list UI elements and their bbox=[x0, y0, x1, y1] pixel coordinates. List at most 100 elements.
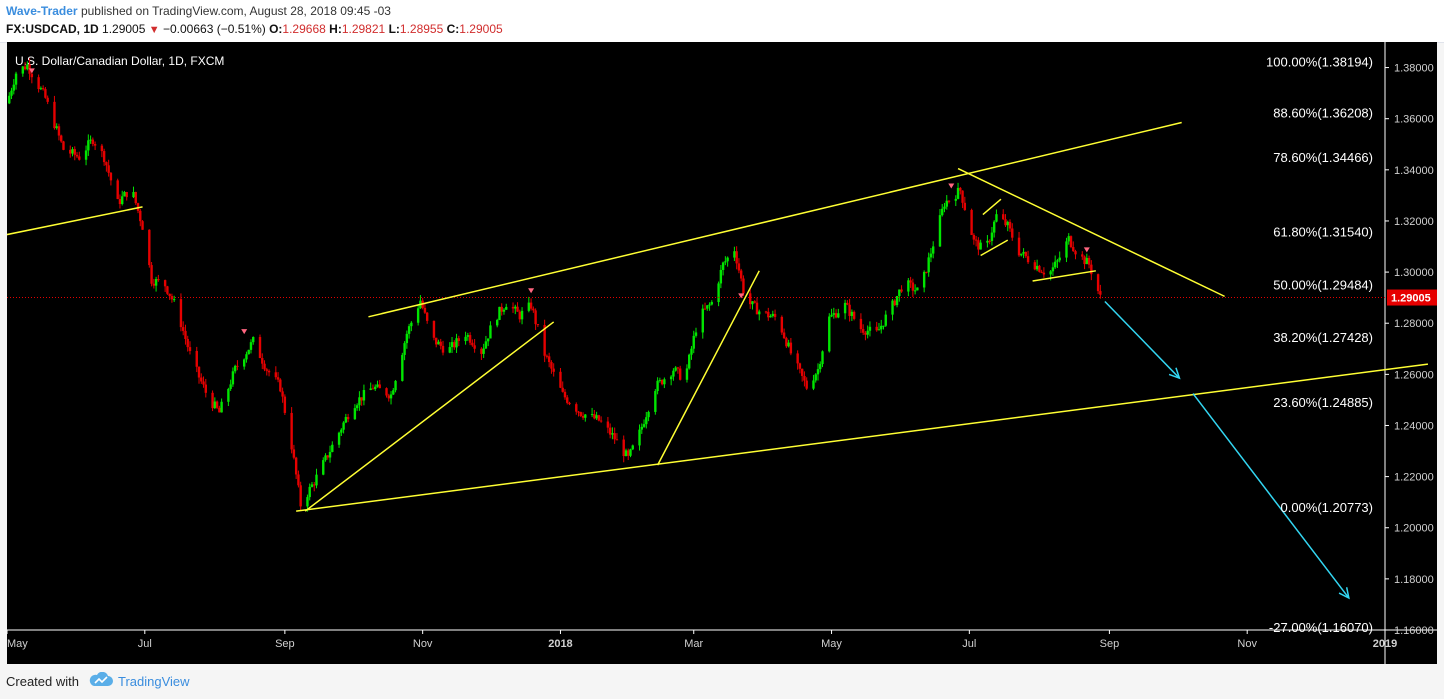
candle-body bbox=[742, 278, 745, 294]
candle-body bbox=[21, 66, 25, 74]
candle-body bbox=[593, 414, 596, 419]
candle-body bbox=[392, 390, 395, 395]
candle-body bbox=[545, 355, 549, 357]
projection-arrow[interactable] bbox=[1104, 300, 1181, 380]
candle-body bbox=[674, 367, 677, 371]
candle-body bbox=[281, 391, 284, 397]
footer: Created with TradingView bbox=[0, 664, 1444, 699]
candle-body bbox=[599, 420, 603, 422]
trendline[interactable] bbox=[656, 270, 760, 466]
candle-body bbox=[186, 338, 189, 348]
price-chart[interactable]: U.S. Dollar/Canadian Dollar, 1D, FXCM 10… bbox=[4, 42, 1437, 664]
trendline[interactable] bbox=[1032, 270, 1096, 282]
candle-body bbox=[468, 335, 472, 343]
candle-body bbox=[231, 371, 235, 385]
candle-body bbox=[1024, 251, 1028, 257]
trendline[interactable] bbox=[982, 198, 1002, 216]
candle-body bbox=[947, 200, 951, 202]
trendline[interactable] bbox=[4, 206, 143, 236]
fib-level-label: 0.00%(1.20773) bbox=[1280, 500, 1373, 515]
candle-body bbox=[1049, 271, 1052, 275]
candle-body bbox=[310, 484, 314, 487]
price-tick-label: 1.18000 bbox=[1394, 574, 1434, 586]
candle-body bbox=[959, 187, 962, 191]
candle-body bbox=[215, 401, 219, 408]
candle-body bbox=[974, 239, 978, 241]
candle-body bbox=[884, 314, 887, 326]
candle-body bbox=[125, 192, 128, 198]
fib-level-label: 100.00%(1.38194) bbox=[1266, 55, 1373, 70]
candle-body bbox=[864, 332, 867, 335]
candle-body bbox=[242, 359, 246, 367]
sell-marker bbox=[241, 329, 248, 335]
time-tick-label: 2018 bbox=[548, 638, 572, 650]
candle-body bbox=[656, 380, 659, 392]
candle-body bbox=[516, 306, 519, 312]
candle-body bbox=[868, 326, 872, 331]
candle-body bbox=[39, 88, 43, 90]
down-triangle-icon: ▼ bbox=[148, 24, 160, 36]
author-link[interactable]: Wave-Trader bbox=[6, 4, 78, 18]
tradingview-link[interactable]: TradingView bbox=[118, 674, 190, 689]
sell-marker bbox=[528, 288, 535, 294]
candle-body bbox=[660, 379, 664, 385]
candle-body bbox=[362, 390, 366, 401]
candle-body bbox=[416, 308, 420, 323]
candle-body bbox=[1087, 257, 1091, 265]
price-axis[interactable]: 1.38000 1.36000 1.34000 1.32000 1.30000 1.280… bbox=[1385, 63, 1437, 637]
candle-body bbox=[710, 302, 714, 305]
candle-body bbox=[719, 269, 723, 284]
candle-body bbox=[1042, 272, 1046, 275]
candle-body bbox=[990, 232, 994, 241]
candle-body bbox=[93, 144, 97, 146]
candle-body bbox=[353, 408, 357, 420]
candle-body bbox=[927, 257, 930, 273]
candle-body bbox=[41, 88, 45, 90]
candle-body bbox=[1074, 251, 1077, 255]
candle-body bbox=[75, 154, 79, 157]
candle-body bbox=[828, 316, 831, 352]
candle-body bbox=[170, 296, 174, 300]
candle-body bbox=[518, 311, 521, 320]
candle-body bbox=[645, 417, 648, 425]
candle-body bbox=[672, 370, 675, 377]
candle-body bbox=[703, 308, 707, 310]
projection-arrow[interactable] bbox=[1192, 393, 1350, 600]
candle-body bbox=[116, 180, 119, 200]
trendline[interactable] bbox=[304, 321, 555, 512]
trendline[interactable] bbox=[368, 121, 1182, 318]
candle-body bbox=[100, 145, 104, 152]
candle-body bbox=[484, 341, 488, 349]
candle-body bbox=[882, 325, 885, 327]
trendline[interactable] bbox=[980, 239, 1009, 257]
candle-body bbox=[663, 379, 666, 385]
candle-body bbox=[941, 208, 944, 216]
candle-body bbox=[267, 370, 271, 373]
trendline[interactable] bbox=[957, 167, 1225, 298]
candle-body bbox=[1090, 264, 1093, 275]
candle-body bbox=[337, 432, 341, 445]
candle-body bbox=[132, 192, 135, 198]
low-value: 1.28955 bbox=[399, 22, 444, 36]
candle-body bbox=[403, 343, 406, 355]
candle-body bbox=[692, 335, 695, 349]
candle-body bbox=[14, 73, 18, 85]
candle-body bbox=[202, 381, 205, 385]
trendlines bbox=[4, 121, 1429, 512]
candle-body bbox=[258, 337, 262, 359]
candle-body bbox=[163, 280, 167, 287]
trendline[interactable] bbox=[296, 363, 1429, 512]
candle-body bbox=[561, 387, 564, 392]
candle-body bbox=[73, 149, 76, 155]
candle-body bbox=[1069, 236, 1073, 248]
chart-panel[interactable]: U.S. Dollar/Canadian Dollar, 1D, FXCM 10… bbox=[4, 42, 1437, 664]
candle-body bbox=[852, 311, 856, 319]
time-axis[interactable]: May Jul Sep Nov 2018 Mar May Jul Sep Nov 2019 bbox=[6, 630, 1397, 650]
candle-body bbox=[972, 234, 976, 240]
candle-body bbox=[608, 427, 612, 435]
candle-body bbox=[898, 289, 901, 297]
candle-body bbox=[197, 366, 201, 378]
candle-body bbox=[141, 221, 144, 230]
candle-body bbox=[369, 388, 372, 391]
candle-body bbox=[200, 377, 203, 382]
